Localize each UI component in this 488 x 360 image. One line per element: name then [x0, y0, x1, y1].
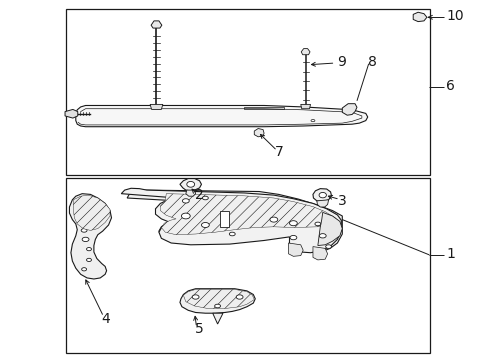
- Polygon shape: [317, 212, 342, 246]
- Ellipse shape: [229, 232, 235, 236]
- Ellipse shape: [186, 181, 194, 187]
- Ellipse shape: [346, 106, 350, 110]
- Polygon shape: [212, 313, 223, 324]
- Polygon shape: [244, 107, 283, 109]
- Polygon shape: [288, 243, 303, 256]
- Text: 7: 7: [274, 145, 283, 159]
- Ellipse shape: [82, 237, 89, 242]
- Ellipse shape: [86, 248, 91, 251]
- Ellipse shape: [289, 235, 296, 240]
- Ellipse shape: [416, 15, 420, 19]
- Text: 10: 10: [445, 9, 463, 23]
- Ellipse shape: [86, 258, 91, 261]
- Ellipse shape: [257, 131, 261, 135]
- Polygon shape: [412, 12, 426, 22]
- Polygon shape: [151, 21, 162, 28]
- Polygon shape: [69, 194, 111, 279]
- Text: 5: 5: [194, 323, 203, 336]
- Polygon shape: [76, 105, 367, 127]
- Polygon shape: [183, 289, 254, 309]
- Ellipse shape: [221, 221, 228, 225]
- Polygon shape: [180, 179, 201, 191]
- Polygon shape: [312, 247, 327, 260]
- Polygon shape: [150, 104, 163, 109]
- Polygon shape: [342, 104, 356, 115]
- Text: 2: 2: [194, 188, 203, 202]
- Ellipse shape: [94, 208, 102, 213]
- Ellipse shape: [314, 222, 320, 226]
- Text: 1: 1: [445, 247, 454, 261]
- Text: 6: 6: [445, 80, 454, 93]
- Polygon shape: [73, 195, 110, 230]
- Ellipse shape: [82, 199, 89, 204]
- Ellipse shape: [318, 192, 326, 198]
- Text: 8: 8: [367, 55, 376, 69]
- Polygon shape: [65, 109, 78, 118]
- Polygon shape: [127, 190, 342, 252]
- Text: 3: 3: [338, 194, 346, 207]
- Ellipse shape: [192, 295, 199, 299]
- Ellipse shape: [202, 196, 208, 200]
- Polygon shape: [220, 211, 228, 227]
- Ellipse shape: [325, 245, 331, 248]
- Polygon shape: [300, 104, 310, 109]
- Bar: [66, 178, 429, 353]
- Ellipse shape: [289, 221, 297, 226]
- Text: 9: 9: [337, 55, 346, 69]
- Polygon shape: [121, 188, 341, 253]
- Ellipse shape: [319, 234, 325, 238]
- Ellipse shape: [214, 304, 220, 308]
- Ellipse shape: [310, 120, 314, 122]
- Text: 4: 4: [102, 312, 110, 325]
- Ellipse shape: [89, 219, 95, 222]
- Polygon shape: [301, 49, 309, 55]
- Bar: [66, 9, 429, 175]
- Polygon shape: [316, 200, 328, 207]
- Ellipse shape: [201, 222, 209, 228]
- Ellipse shape: [182, 199, 189, 203]
- Polygon shape: [312, 189, 331, 202]
- Polygon shape: [254, 129, 264, 137]
- Ellipse shape: [81, 268, 86, 271]
- Ellipse shape: [269, 217, 277, 222]
- Polygon shape: [180, 289, 255, 313]
- Ellipse shape: [236, 295, 243, 299]
- Polygon shape: [160, 194, 338, 235]
- Ellipse shape: [181, 213, 190, 219]
- Ellipse shape: [81, 229, 87, 232]
- Polygon shape: [185, 190, 195, 196]
